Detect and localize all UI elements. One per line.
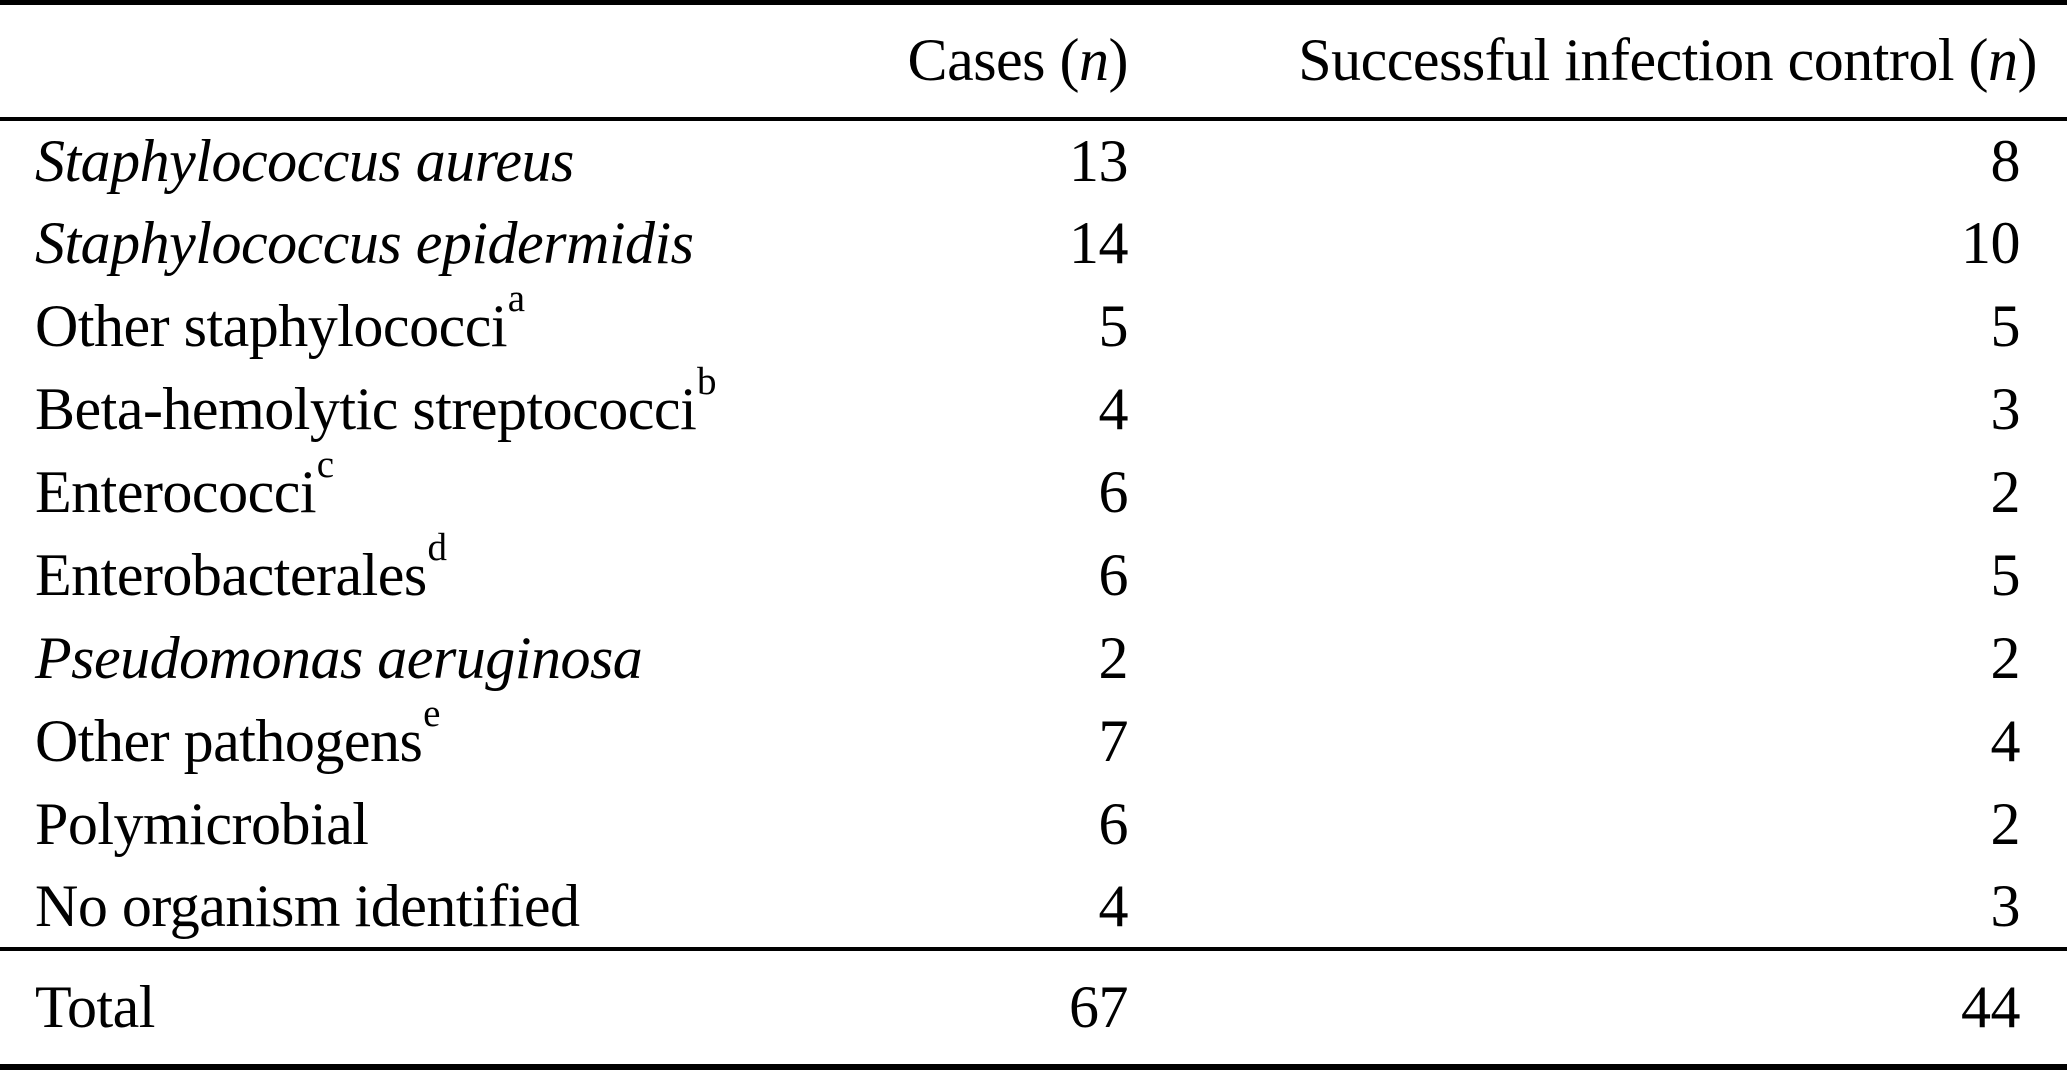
footnote-marker-e: e [423,691,440,735]
success-cell: 3 [1990,375,2021,442]
success-cell: 4 [1990,707,2021,774]
success-cell: 10 [1961,209,2021,276]
organism-name: Staphylococcus epidermidis [35,209,694,276]
table-row-beta-hemolytic-streptococci: Beta-hemolytic streptococcib 4 3 [0,362,2067,451]
cases-cell: 13 [1069,127,1129,194]
success-cell: 5 [1990,292,2021,359]
footnote-marker-d: d [427,525,448,569]
table-row-no-organism-identified: No organism identified 4 3 [0,866,2067,949]
cases-cell: 6 [1098,458,1129,525]
organism-cell: Enterococcic [0,445,860,534]
total-cases-cell: 67 [1069,973,1129,1040]
organism-cell: Beta-hemolytic streptococcib [0,362,860,451]
cases-cell: 4 [1098,872,1129,939]
organism-name: Pseudomonas aeruginosa [35,624,643,691]
success-cell: 2 [1990,458,2021,525]
footnote-marker-a: a [507,276,525,320]
total-success-cell: 44 [1961,973,2021,1040]
success-header-close-paren: ) [2017,27,2038,94]
organism-cell: Other pathogense [0,694,860,783]
organism-cell: Staphylococcus aureus [0,119,860,202]
organism-name: Enterobacterales [35,541,427,608]
success-cell: 8 [1990,127,2021,194]
cases-header-text: Cases ( [907,27,1080,94]
organism-cell: Staphylococcus epidermidis [0,202,860,285]
success-cell: 5 [1990,541,2021,608]
organism-cell: No organism identified [0,866,860,949]
header-row: Cases (n) Successful infection control (… [0,3,2067,119]
table-row-polymicrobial: Polymicrobial 6 2 [0,783,2067,866]
table-row-other-pathogens: Other pathogense 7 4 [0,694,2067,783]
cases-cell: 5 [1098,292,1129,359]
organism-name: Other staphylococci [35,292,508,359]
cases-cell: 6 [1098,541,1129,608]
table-row-enterobacterales: Enterobacteralesd 6 5 [0,528,2067,617]
success-cell: 2 [1990,624,2021,691]
footnote-marker-c: c [316,442,334,486]
table-row-staphylococcus-epidermidis: Staphylococcus epidermidis 14 10 [0,202,2067,285]
organism-cell: Pseudomonas aeruginosa [0,617,860,700]
cases-header-n-italic: n [1079,27,1109,94]
success-column-header: Successful infection control (n) [1128,3,2067,119]
organism-name: Polymicrobial [35,790,369,857]
table-row-other-staphylococci: Other staphylococcia 5 5 [0,279,2067,368]
cases-cell: 4 [1098,375,1129,442]
cases-cell: 14 [1069,209,1129,276]
footnote-marker-b: b [697,359,717,403]
organism-name: Beta-hemolytic streptococci [35,375,697,442]
organism-name: No organism identified [35,872,580,939]
success-header-text: Successful infection control ( [1298,27,1989,94]
organism-column-header [0,3,860,119]
table-row-pseudomonas-aeruginosa: Pseudomonas aeruginosa 2 2 [0,617,2067,700]
cases-header-close-paren: ) [1108,27,1129,94]
organism-name: Enterococci [35,458,317,525]
total-row: Total 67 44 [0,948,2067,1067]
cases-column-header: Cases (n) [860,3,1129,119]
cases-cell: 2 [1098,624,1129,691]
organism-name: Other pathogens [35,707,423,774]
organism-name: Staphylococcus aureus [35,127,574,194]
table-row-enterococci: Enterococcic 6 2 [0,445,2067,534]
cases-cell: 6 [1098,790,1129,857]
success-cell: 3 [1990,872,2021,939]
success-cell: 2 [1990,790,2021,857]
success-header-n-italic: n [1988,27,2018,94]
organism-cell: Other staphylococcia [0,279,860,368]
table-row-staphylococcus-aureus: Staphylococcus aureus 13 8 [0,119,2067,202]
total-label-cell: Total [35,973,155,1040]
organism-cell: Polymicrobial [0,783,860,866]
cases-cell: 7 [1098,707,1129,774]
organism-cell: Enterobacteralesd [0,528,860,617]
